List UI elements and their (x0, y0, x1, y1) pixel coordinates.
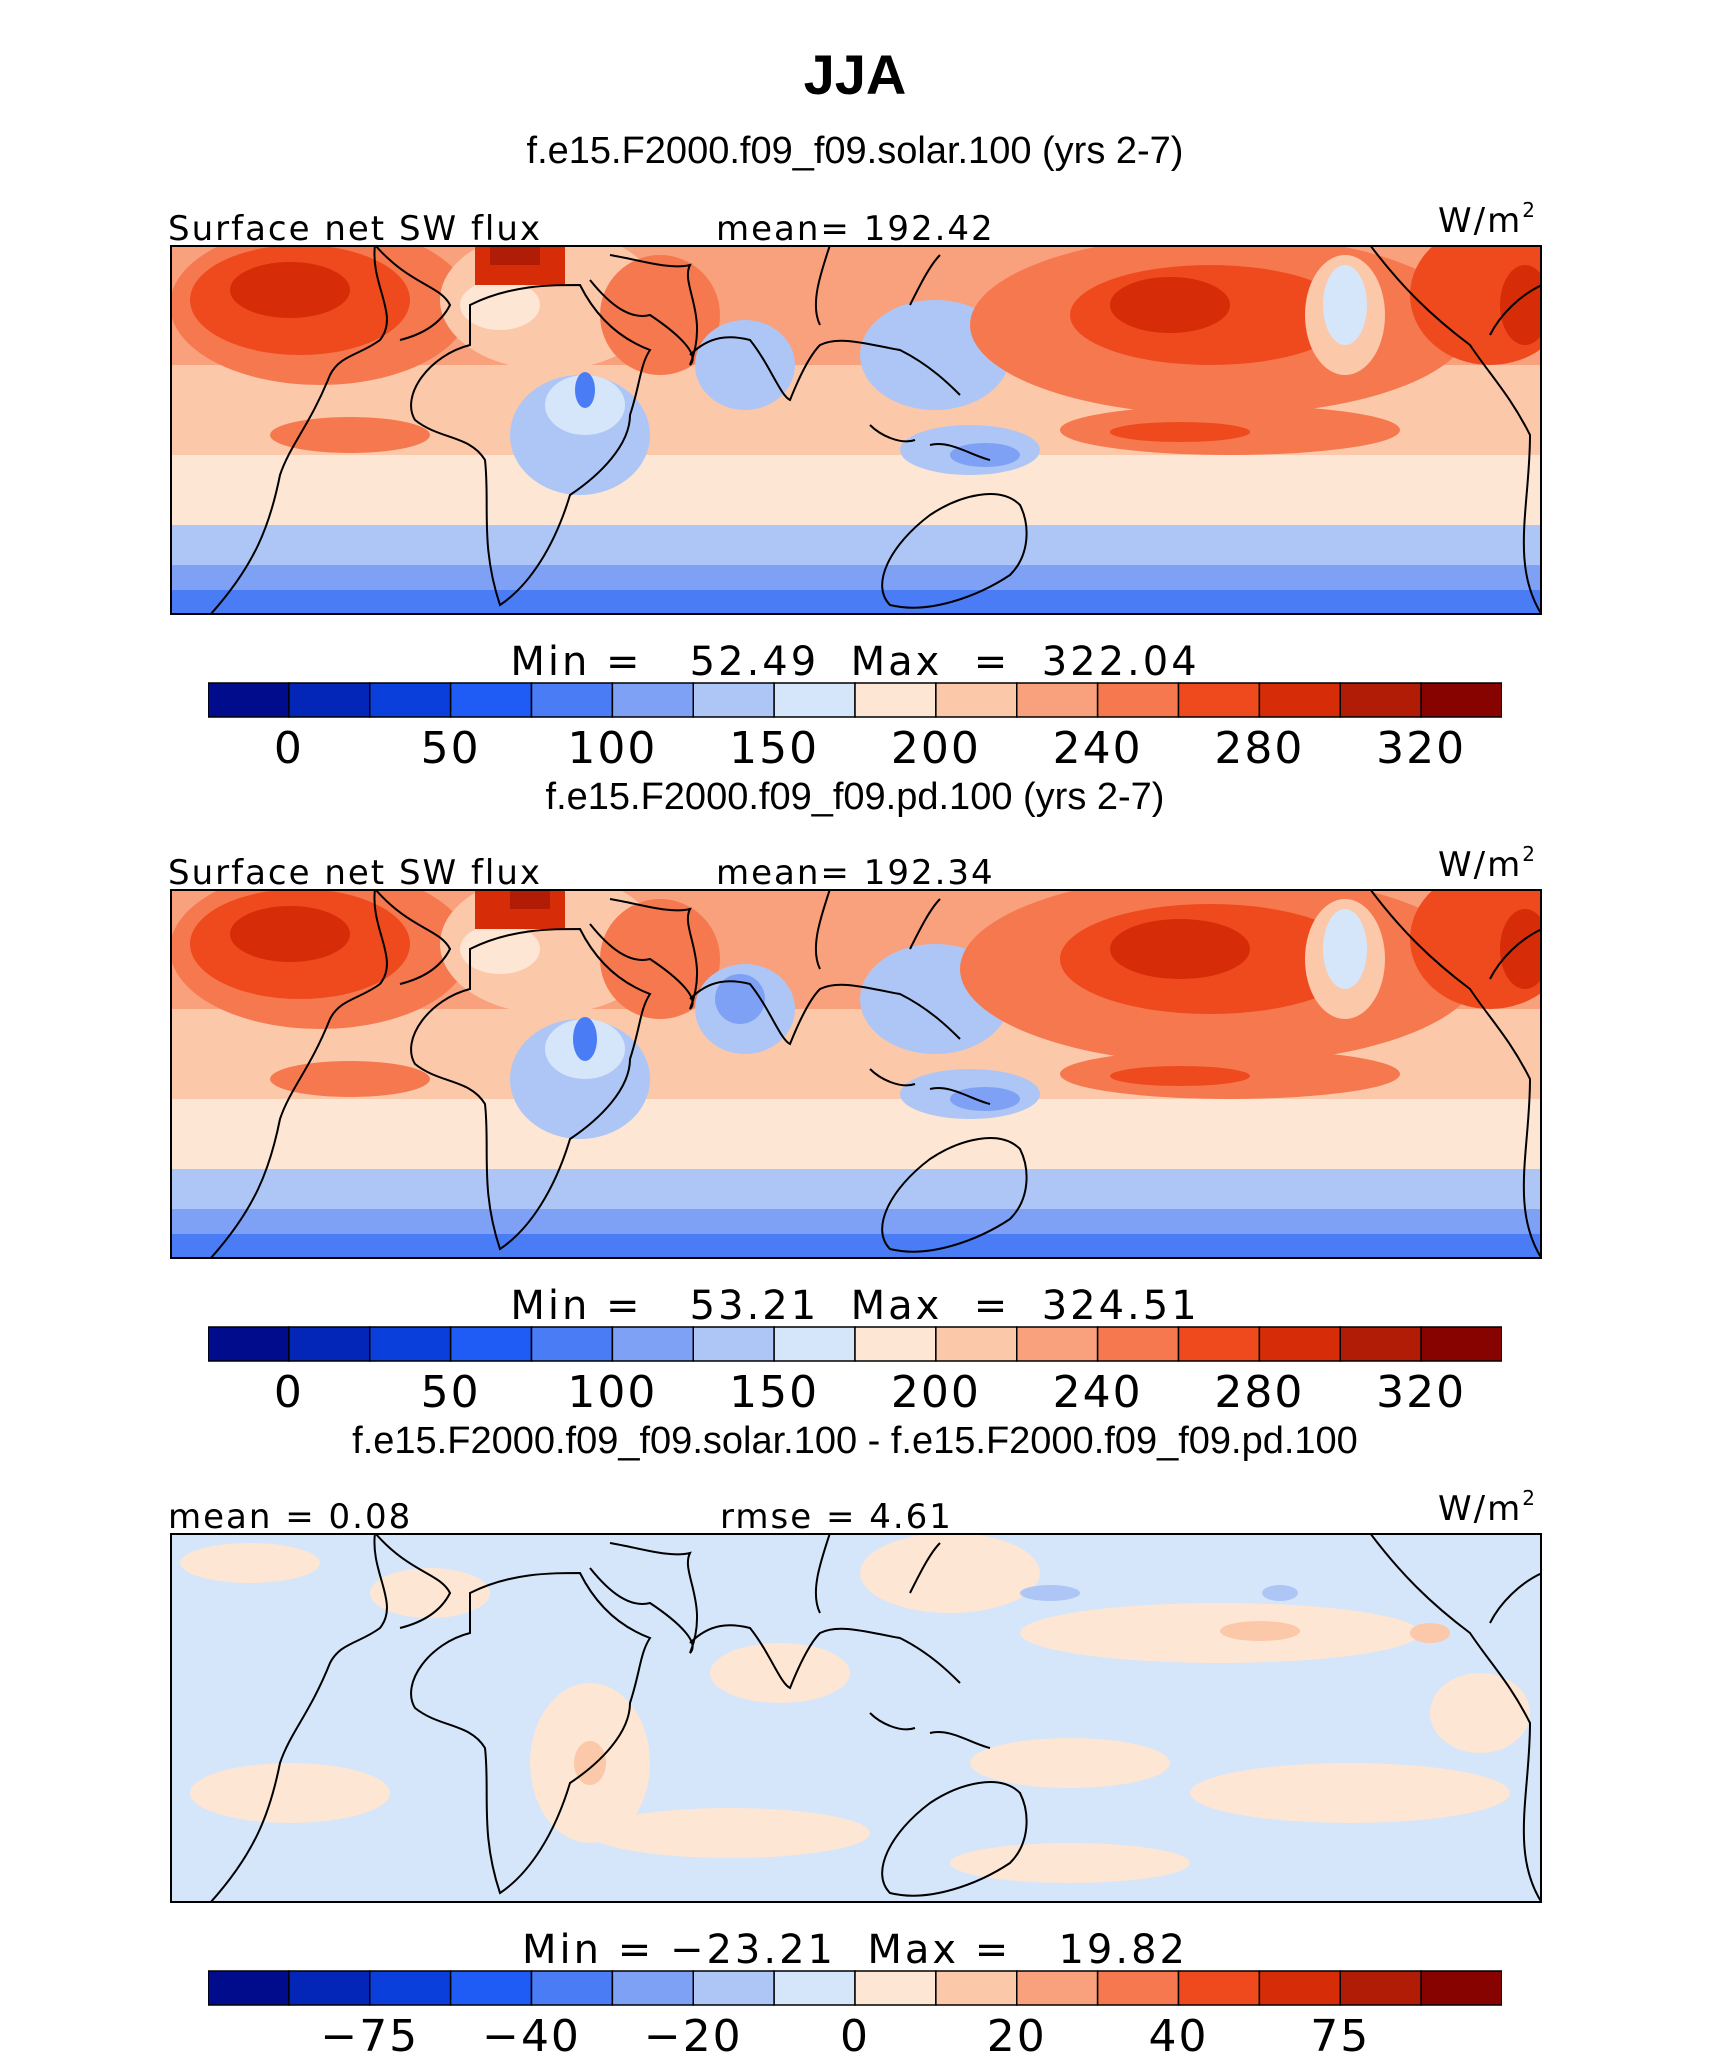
colorbar-box (1177, 682, 1261, 718)
panel-3-colorbar (208, 1970, 1502, 2006)
colorbar-box (611, 1326, 695, 1362)
panel-2-map (170, 889, 1542, 1259)
panel-3-rmse-label: rmse = 4.61 (720, 1497, 953, 1537)
colorbar-box (935, 1970, 1018, 2006)
colorbar-tick-label: 240 (1052, 1367, 1143, 1418)
panel-2-colorbar (208, 1326, 1502, 1362)
colorbar-box (288, 1326, 371, 1362)
colorbar-box (369, 1970, 452, 2006)
colorbar-box (692, 682, 775, 718)
colorbar-box (1258, 682, 1342, 718)
panel-3-mean-label: mean = 0.08 (168, 1497, 413, 1537)
colorbar-box (1339, 1970, 1422, 2006)
colorbar-tick-label: 280 (1214, 723, 1305, 774)
panel-1-mean-label: mean= 192.42 (716, 209, 995, 249)
colorbar-box (1258, 1970, 1342, 2006)
colorbar-box (935, 682, 1018, 718)
colorbar-tick-label: 100 (567, 723, 658, 774)
colorbar-tick-label: 200 (890, 723, 981, 774)
colorbar-tick-label: 20 (986, 2011, 1047, 2062)
colorbar-box (854, 1326, 937, 1362)
colorbar-box (449, 1970, 533, 2006)
colorbar-box (369, 1326, 452, 1362)
colorbar-tick-label: 280 (1214, 1367, 1305, 1418)
panel-3-case-title: f.e15.F2000.f09_f09.solar.100 - f.e15.F2… (352, 1420, 1358, 1462)
colorbar-tick-label: 240 (1052, 723, 1143, 774)
colorbar-box (773, 682, 856, 718)
colorbar-box (1420, 1970, 1502, 2006)
colorbar-tick-label: 150 (729, 723, 820, 774)
colorbar-box (208, 1970, 290, 2006)
colorbar-box (208, 682, 290, 718)
colorbar-box (1016, 682, 1099, 718)
colorbar-tick-label: 320 (1376, 723, 1467, 774)
colorbar-box (1420, 682, 1502, 718)
colorbar-box (854, 682, 937, 718)
panel-1-units: W/m2 (1438, 198, 1535, 241)
colorbar-box (449, 682, 533, 718)
panel-3-map (170, 1533, 1542, 1903)
colorbar-box (369, 682, 452, 718)
panel-1-case-title: f.e15.F2000.f09_f09.solar.100 (yrs 2-7) (526, 130, 1184, 172)
colorbar-tick-label: −75 (320, 2011, 420, 2062)
colorbar-box (1096, 682, 1180, 718)
colorbar-tick-label: 0 (273, 723, 304, 774)
panel-2-min-max: Min = 53.21 Max = 324.51 (510, 1283, 1200, 1329)
panel-1-map (170, 245, 1542, 615)
panel-3-min-max: Min = −23.21 Max = 19.82 (522, 1927, 1188, 1973)
colorbar-box (530, 1970, 614, 2006)
colorbar-box (1420, 1326, 1502, 1362)
colorbar-box (288, 1970, 371, 2006)
colorbar-box (1339, 1326, 1422, 1362)
colorbar-box (1096, 1970, 1180, 2006)
colorbar-box (611, 1970, 695, 2006)
panel-1-min-max: Min = 52.49 Max = 322.04 (510, 639, 1200, 685)
panel-3-units: W/m2 (1438, 1486, 1535, 1529)
panel-1-variable-label: Surface net SW flux (168, 209, 543, 249)
colorbar-box (208, 1326, 290, 1362)
panel-2-variable-label: Surface net SW flux (168, 853, 543, 893)
colorbar-tick-label: 150 (729, 1367, 820, 1418)
colorbar-box (854, 1970, 937, 2006)
colorbar-tick-label: 0 (273, 1367, 304, 1418)
colorbar-box (935, 1326, 1018, 1362)
colorbar-box (692, 1970, 775, 2006)
colorbar-box (530, 682, 614, 718)
panel-1-colorbar (208, 682, 1502, 718)
colorbar-tick-label: −40 (482, 2011, 581, 2062)
colorbar-box (611, 682, 695, 718)
figure-title: JJA (803, 43, 907, 106)
colorbar-tick-label: 0 (840, 2011, 870, 2062)
colorbar-box (773, 1970, 856, 2006)
colorbar-box (530, 1326, 614, 1362)
colorbar-tick-label: 50 (420, 1367, 481, 1418)
colorbar-tick-label: 40 (1148, 2011, 1209, 2062)
panel-2-mean-label: mean= 192.34 (716, 853, 995, 893)
colorbar-box (1258, 1326, 1342, 1362)
colorbar-tick-label: 320 (1376, 1367, 1467, 1418)
panel-2-units: W/m2 (1438, 842, 1535, 885)
colorbar-box (1339, 682, 1422, 718)
colorbar-box (1016, 1326, 1099, 1362)
colorbar-box (1096, 1326, 1180, 1362)
colorbar-tick-label: 100 (567, 1367, 658, 1418)
colorbar-tick-label: 75 (1310, 2011, 1371, 2062)
colorbar-tick-label: 50 (420, 723, 481, 774)
colorbar-box (692, 1326, 775, 1362)
colorbar-box (1016, 1970, 1099, 2006)
colorbar-tick-label: −20 (643, 2011, 743, 2062)
colorbar-box (1177, 1970, 1261, 2006)
panel-2-case-title: f.e15.F2000.f09_f09.pd.100 (yrs 2-7) (545, 776, 1165, 818)
colorbar-box (449, 1326, 533, 1362)
colorbar-box (288, 682, 371, 718)
colorbar-box (773, 1326, 856, 1362)
colorbar-tick-label: 200 (890, 1367, 981, 1418)
colorbar-box (1177, 1326, 1261, 1362)
